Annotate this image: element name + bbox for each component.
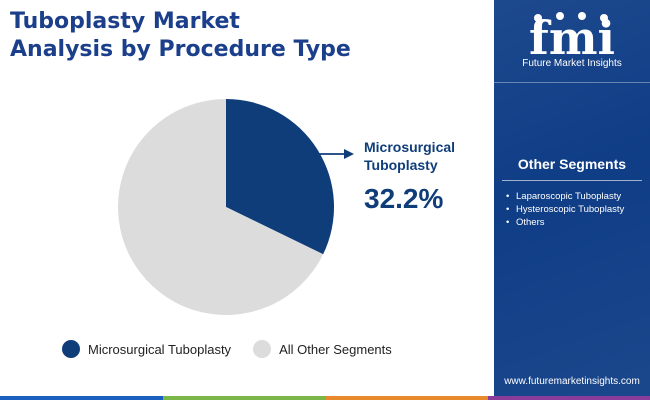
bottom-color-bar	[0, 396, 650, 400]
callout-label-line-1: Microsurgical	[364, 139, 456, 155]
slice-callout-label: Microsurgical Tuboplasty	[364, 138, 484, 174]
legend: Microsurgical Tuboplasty All Other Segme…	[62, 340, 414, 358]
bullet-icon: •	[506, 204, 510, 215]
sidebar-texture	[494, 0, 650, 400]
pie-slice-microsurgical-tuboplasty	[226, 99, 335, 255]
title-line-1: Tuboplasty Market	[10, 9, 240, 34]
bullet-icon: •	[506, 191, 510, 202]
callout-label-line-2: Tuboplasty	[364, 157, 438, 173]
pie-slice-all-other-segments	[118, 99, 324, 315]
bottom-bar-segment-4	[487, 396, 650, 400]
pie-chart	[118, 99, 354, 315]
title-line-2: Analysis by Procedure Type	[10, 37, 351, 62]
list-item: • Others	[506, 217, 545, 228]
pie-slices	[118, 99, 335, 315]
website-link[interactable]: www.futuremarketinsights.com	[504, 376, 640, 387]
other-segments-divider	[502, 180, 642, 181]
legend-item-other: All Other Segments	[253, 340, 392, 358]
fmi-logo: fmi	[529, 11, 615, 65]
chart-title: Tuboplasty Market Analysis by Procedure …	[10, 8, 480, 64]
callout-arrow	[314, 149, 354, 159]
legend-label-microsurgical: Microsurgical Tuboplasty	[88, 341, 232, 357]
bottom-bar-segment-1	[0, 396, 163, 400]
legend-item-microsurgical: Microsurgical Tuboplasty	[62, 340, 231, 358]
logo-divider	[494, 82, 650, 83]
sidebar: fmi Future Market Insights Other Segment…	[494, 0, 650, 400]
legend-label-other: All Other Segments	[279, 341, 392, 357]
legend-swatch-microsurgical	[62, 340, 80, 358]
list-item: • Hysteroscopic Tuboplasty	[506, 204, 625, 215]
other-segments-title: Other Segments	[517, 156, 627, 172]
bottom-bar-segment-2	[162, 396, 325, 400]
legend-swatch-other	[253, 340, 272, 358]
slice-value-label: 32.2%	[364, 183, 444, 214]
bullet-icon: •	[506, 217, 510, 228]
other-segments-list: • Laparoscopic Tuboplasty • Hysteroscopic …	[506, 190, 624, 229]
logo-caption: Future Market Insights	[522, 58, 622, 69]
bottom-bar-segment-3	[325, 396, 488, 400]
list-item: • Laparoscopic Tuboplasty	[506, 191, 622, 202]
